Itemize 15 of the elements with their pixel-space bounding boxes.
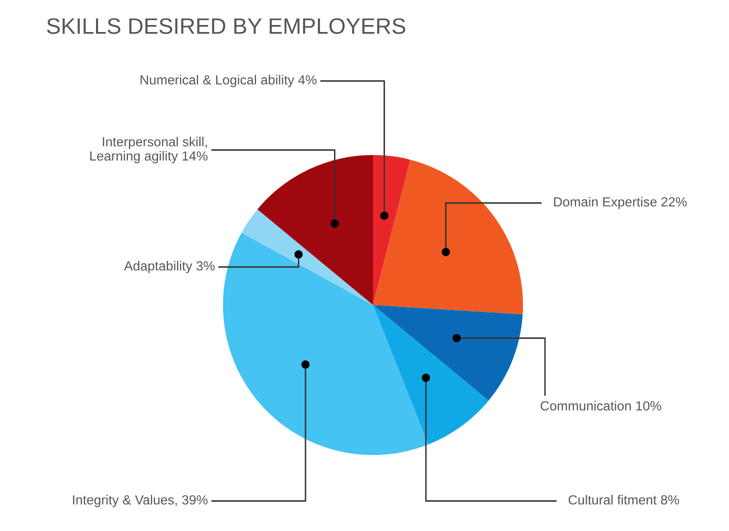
slice-label: Communication 10% bbox=[540, 400, 662, 411]
slice-label: Adaptability 3% bbox=[124, 260, 215, 274]
pie-slice bbox=[257, 155, 373, 305]
pie-slice bbox=[373, 155, 410, 305]
pie-slice bbox=[373, 305, 523, 401]
pie-slice bbox=[242, 209, 373, 305]
slice-label: Interpersonal skill, Learning agility 14% bbox=[90, 136, 208, 164]
pie-slice bbox=[223, 232, 428, 455]
slice-label: Domain Expertise 22% bbox=[554, 196, 687, 210]
chart-title: SKILLS DESIRED BY EMPLOYERS bbox=[47, 18, 406, 34]
slice-label: Numerical & Logical ability 4% bbox=[140, 74, 317, 88]
pie-slice bbox=[373, 160, 523, 314]
slice-label: Cultural fitment 8% bbox=[568, 494, 679, 505]
pie-slice bbox=[373, 305, 489, 444]
slice-label: Integrity & Values, 39% bbox=[73, 494, 208, 508]
